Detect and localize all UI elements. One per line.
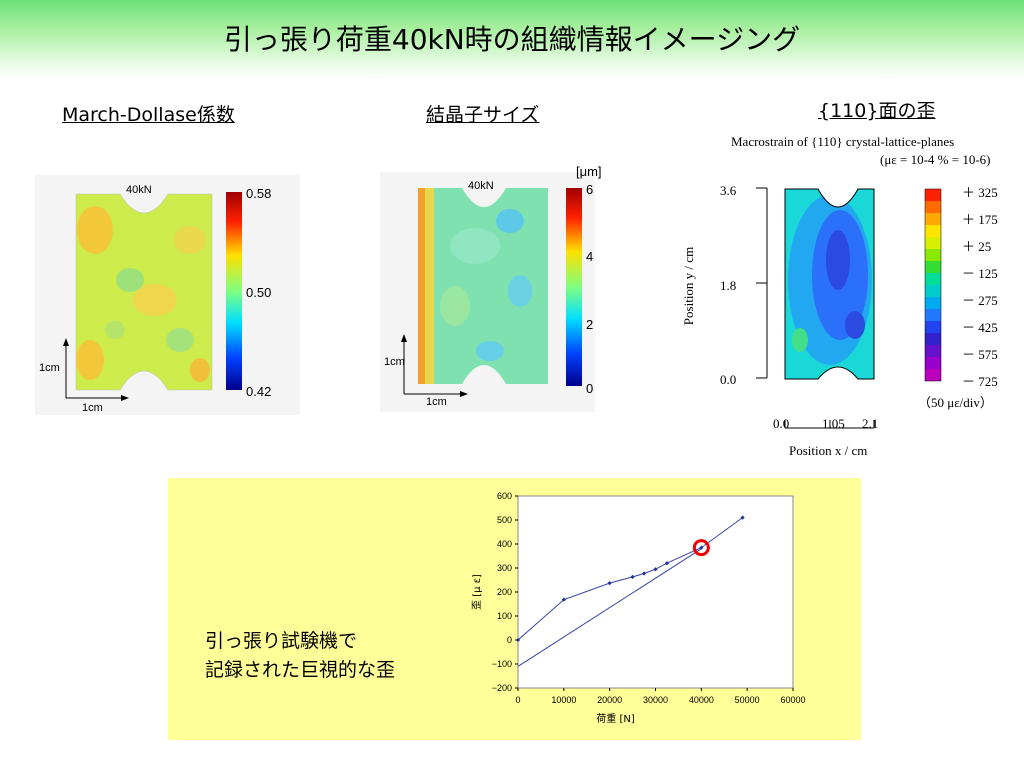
y-tick-label: 0 <box>507 635 512 645</box>
x-tick-1.05: 1.05 <box>822 416 845 431</box>
highlight-marker <box>692 539 710 557</box>
data-point <box>561 597 566 602</box>
legend-swatch <box>925 189 941 201</box>
x-tick-label: 0 <box>515 695 520 705</box>
legend-swatch <box>925 357 941 369</box>
crystallite-size-field <box>418 188 548 384</box>
y-tick-label: 200 <box>497 587 512 597</box>
legend-swatch <box>925 237 941 249</box>
y-tick-0.0: 0.0 <box>720 372 737 387</box>
unit-label: [μm] <box>576 164 602 179</box>
x-tick-label: 30000 <box>643 695 668 705</box>
y-axis-label: 歪 [μ ε] <box>471 574 483 610</box>
legend-swatch <box>925 345 941 357</box>
y-tick-3.6: 3.6 <box>720 183 737 198</box>
page-title: 引っ張り荷重40kN時の組織情報イメージング <box>223 23 801 56</box>
scale-max: 0.58 <box>246 186 272 201</box>
legend-swatch <box>925 213 941 225</box>
data-point <box>699 545 704 550</box>
x-tick-0.0: 0.0 <box>773 416 790 431</box>
scale-2: 2 <box>586 317 594 332</box>
series-line <box>517 548 702 667</box>
y-tick-label: 400 <box>497 539 512 549</box>
macro-strain-note: 引っ張り試験機で 記録された巨視的な歪 <box>205 627 395 685</box>
scale-mid: 0.50 <box>246 285 272 300</box>
note-line-2: 記録された巨視的な歪 <box>205 659 396 681</box>
crystallite-size-map <box>380 172 595 412</box>
scale-vertical-label: 1cm <box>384 356 405 368</box>
legend-swatch <box>925 333 941 345</box>
legend-swatch <box>925 321 941 333</box>
title-banner <box>0 0 1024 80</box>
legend-note: （50 με/div） <box>918 395 993 410</box>
scale-vertical-label: 1cm <box>39 362 60 374</box>
strain-caption-2: (με = 10-4 % = 10-6) <box>880 152 991 167</box>
legend-swatch <box>925 309 941 321</box>
note-line-1: 引っ張り試験機で <box>205 630 358 652</box>
legend-175: ＋ 175 <box>962 212 998 227</box>
x-tick-label: 60000 <box>780 695 805 705</box>
x-tick-label: 40000 <box>689 695 714 705</box>
legend-25: ＋ 25 <box>962 239 992 254</box>
x-tick-label: 50000 <box>735 695 760 705</box>
y-tick-label: 300 <box>497 563 512 573</box>
legend-575: － 575 <box>962 347 998 362</box>
march-dollase-map <box>35 175 300 415</box>
strain-legend-colorbar <box>924 188 942 382</box>
strain-heading: {110}面の歪 <box>818 100 936 122</box>
x-tick-2.1: 2.1 <box>862 416 879 431</box>
legend-325: ＋ 325 <box>962 185 998 200</box>
plot-area <box>517 495 794 689</box>
legend-425: － 425 <box>962 320 998 335</box>
legend-swatch <box>925 201 941 213</box>
march-dollase-heading: March-Dollase係数 <box>62 104 235 126</box>
legend-swatch <box>925 297 941 309</box>
scale-horizontal-label: 1cm <box>426 396 447 408</box>
x-axis-label: 荷重 [N] <box>596 712 635 725</box>
legend-275: － 275 <box>962 293 998 308</box>
scale-0: 0 <box>586 381 594 396</box>
crystallite-size-heading: 結晶子サイズ <box>426 104 540 126</box>
y-tick-label: 600 <box>497 491 512 501</box>
strain-y-axis-label: Position y / cm <box>681 246 697 326</box>
strain-map <box>756 187 875 429</box>
legend-swatch <box>925 273 941 285</box>
legend-725: － 725 <box>962 374 998 389</box>
y-tick-label: 500 <box>497 515 512 525</box>
data-point <box>740 515 745 520</box>
scale-horizontal-label: 1cm <box>82 402 103 414</box>
strain-field <box>785 189 874 379</box>
scale-6: 6 <box>586 182 594 197</box>
march-dollase-field <box>76 194 212 390</box>
y-tick-label: −200 <box>492 683 512 693</box>
colorbar <box>566 188 582 386</box>
scale-4: 4 <box>586 249 594 264</box>
legend-swatch <box>925 225 941 237</box>
legend-swatch <box>925 285 941 297</box>
legend-swatch <box>925 261 941 273</box>
y-tick-label: 100 <box>497 611 512 621</box>
legend-swatch <box>925 249 941 261</box>
map-label: 40kN <box>468 180 494 192</box>
legend-125: － 125 <box>962 266 998 281</box>
y-tick-1.8: 1.8 <box>720 278 737 293</box>
map-label: 40kN <box>126 184 152 196</box>
legend-swatch <box>925 369 941 381</box>
scale-min: 0.42 <box>246 384 272 399</box>
y-tick-label: −100 <box>492 659 512 669</box>
x-tick-label: 20000 <box>597 695 622 705</box>
colorbar <box>226 192 242 390</box>
strain-caption-1: Macrostrain of {110} crystal-lattice-pla… <box>731 134 955 149</box>
x-tick-label: 10000 <box>551 695 576 705</box>
strain-x-axis-label: Position x / cm <box>789 443 868 458</box>
